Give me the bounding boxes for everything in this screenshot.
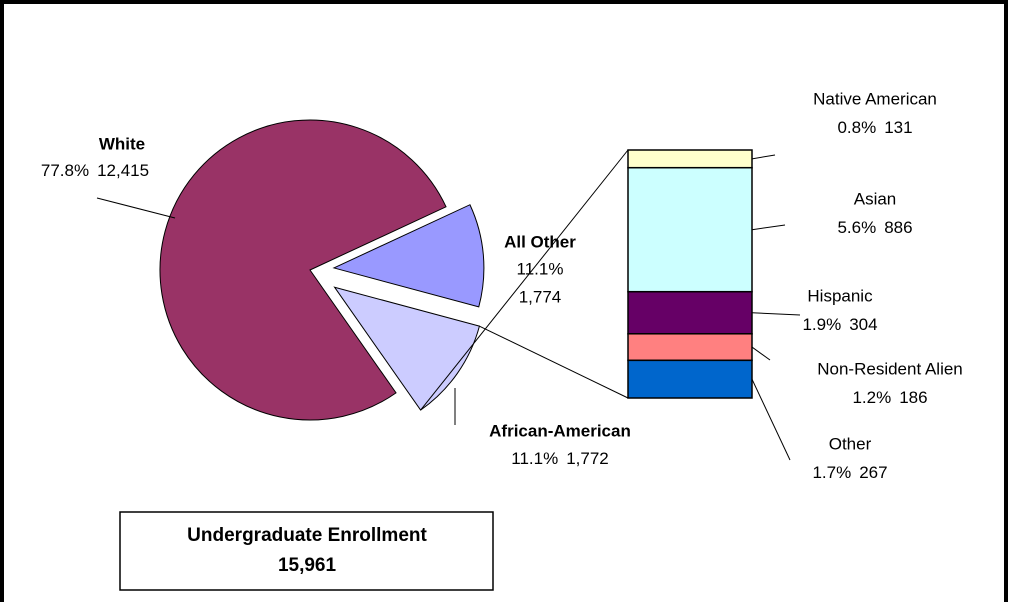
total-value: 15,961	[278, 555, 337, 576]
pie-slice	[332, 204, 485, 308]
bar-segment	[627, 359, 753, 399]
bar-value: 0.8% 131	[837, 118, 912, 137]
bar-value-part: 886	[884, 218, 912, 237]
leader-line	[751, 154, 776, 160]
bar-value: 5.6% 886	[837, 218, 912, 237]
bar-value-part: 1.9%	[802, 315, 841, 334]
leader-line	[751, 224, 786, 231]
bar-segment	[627, 333, 753, 362]
slice-value-part: 77.8%	[41, 161, 89, 180]
bar-name: Non-Resident Alien	[817, 359, 963, 378]
bar-value-part: 186	[899, 388, 927, 407]
slice-value: 11.1% 1,772	[511, 449, 609, 468]
slice-value: 11.1%	[517, 259, 564, 278]
slice-name: White	[99, 134, 145, 153]
bar-name: Other	[829, 434, 872, 453]
bar-value: 1.2% 186	[852, 388, 927, 407]
bar-name: Asian	[854, 189, 897, 208]
slice-value: 1,774	[519, 287, 562, 306]
leader-line	[751, 346, 771, 361]
leader-line	[751, 312, 801, 316]
slice-name: All Other	[504, 232, 576, 251]
slice-name: African-American	[489, 421, 631, 440]
slice-value: 77.8% 12,415	[41, 161, 149, 180]
bar-value-part: 304	[849, 315, 877, 334]
bar-name: Native American	[813, 89, 937, 108]
bar-value: 1.7% 267	[812, 463, 887, 482]
total-box	[119, 511, 494, 591]
slice-value-part: 12,415	[97, 161, 149, 180]
bar-value-part: 267	[859, 463, 887, 482]
bar-value-part: 131	[884, 118, 912, 137]
slice-value-part: 11.1%	[511, 449, 558, 468]
bar-segment	[627, 166, 753, 293]
pie-slice	[159, 119, 447, 421]
slice-value-part: 1,772	[566, 449, 609, 468]
bar-value-part: 5.6%	[837, 218, 876, 237]
bar-segment	[627, 290, 753, 335]
bar-value: 1.9% 304	[802, 315, 877, 334]
bar-value-part: 1.2%	[852, 388, 891, 407]
leader-line	[479, 325, 629, 399]
leader-line	[420, 149, 629, 411]
leader-line	[751, 378, 791, 461]
bar-value-part: 0.8%	[837, 118, 876, 137]
pie-slice	[333, 286, 481, 411]
leader-line	[96, 197, 176, 219]
bar-value-part: 1.7%	[812, 463, 851, 482]
bar-segment	[627, 149, 753, 169]
bar-name: Hispanic	[807, 286, 873, 305]
total-title: Undergraduate Enrollment	[187, 525, 427, 546]
